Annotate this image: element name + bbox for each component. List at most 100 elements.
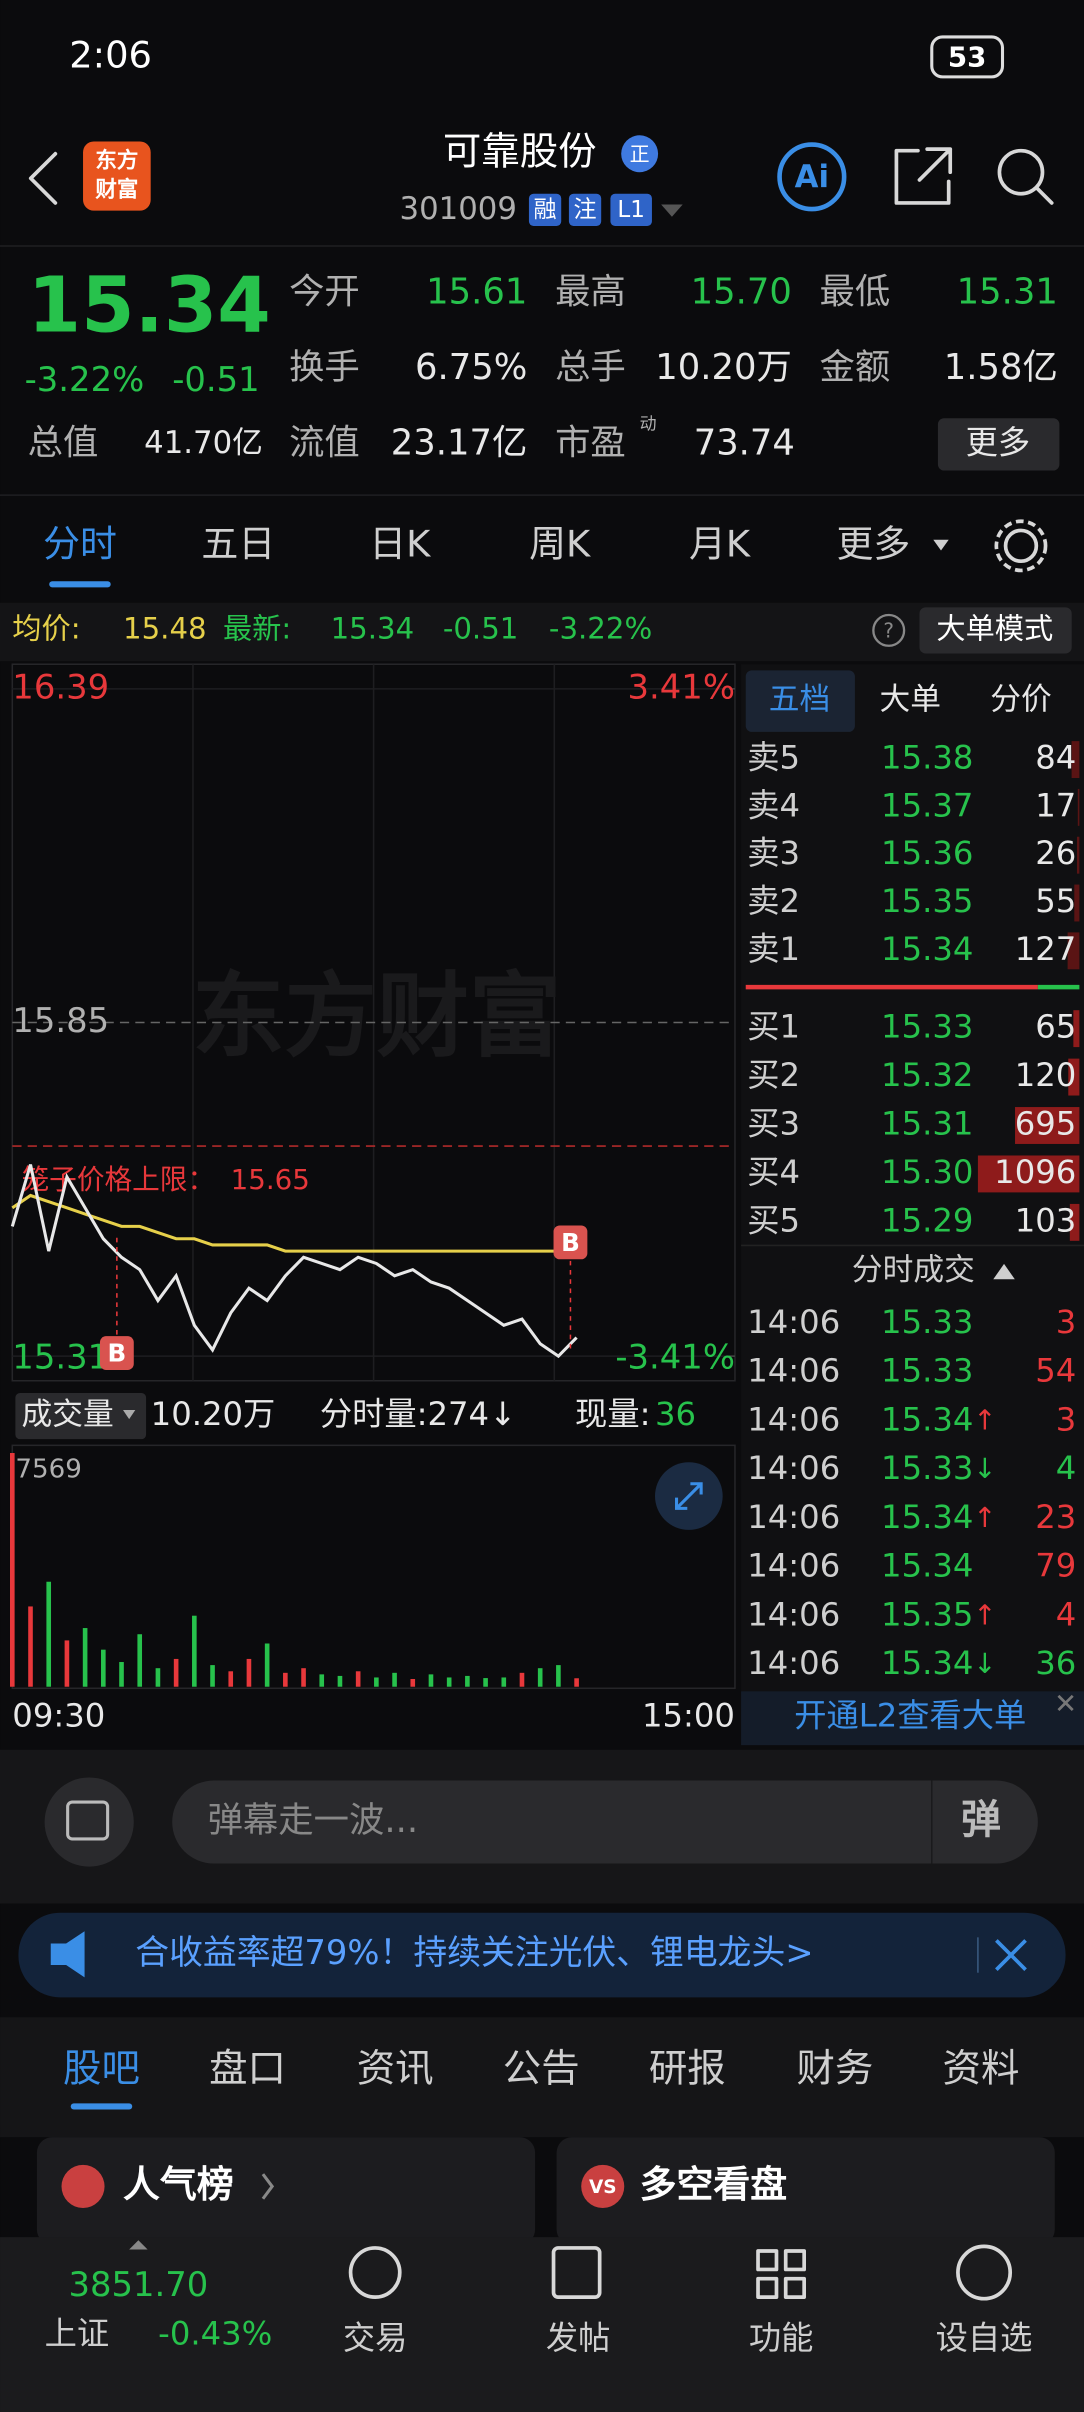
field-value: 15.31 [957,272,1058,313]
field-value: 1.58亿 [944,347,1058,388]
expand-icon [675,1482,703,1510]
volume-bar [519,1672,525,1687]
volume-total: 10.20万 [151,1395,276,1433]
order-price: 15.34 [881,930,973,968]
trade-volume: 3 [1056,1303,1077,1341]
trade-time: 14:06 [747,1547,840,1585]
field-value: 10.20万 [655,347,792,388]
more-button[interactable] [937,418,1060,471]
dropdown [933,539,949,551]
trades-title: 分时成交 [852,1252,975,1288]
battery-level: 53 [948,40,987,73]
chart-tab[interactable]: 周K [529,522,591,565]
depth-bar [1071,741,1080,779]
tag: 注 [574,197,597,223]
order-tab[interactable]: 大单 [879,682,941,718]
share-button[interactable] [894,147,953,205]
field-value: 15.61 [426,272,527,313]
card[interactable] [556,2137,1055,2245]
post-icon[interactable] [551,2246,602,2299]
chart-tab[interactable]: 更多 [836,522,910,565]
order-price: 15.29 [881,1201,973,1239]
field-value: 6.75% [415,347,527,388]
watermark: 东方财富 [192,962,561,1070]
chart-tab[interactable]: 月K [689,522,751,565]
stock-name: 可靠股份 [443,129,597,174]
comment-glyph [66,1800,110,1841]
field-sup: 动 [640,413,657,433]
section-tab[interactable]: 财务 [796,2047,873,2092]
trade-volume: 4 [1056,1595,1077,1633]
field-label: 换手 [289,347,360,388]
order-label: 卖5 [747,739,800,777]
ai-icon: Ai [795,159,829,195]
field-label: 流值 [289,422,360,463]
order-label: 买1 [747,1008,800,1046]
order-label: 买2 [747,1056,800,1094]
sort-arrow [993,1263,1015,1280]
order-price: 15.35 [881,882,973,920]
depth-bar [1068,1058,1080,1096]
megaphone-icon [50,1931,85,1978]
close-icon[interactable]: ✕ [1054,1687,1077,1720]
stock-code: 301009 [400,191,517,227]
chart-tab[interactable]: 五日 [201,522,275,565]
back-button[interactable] [28,151,58,205]
volume-bar [46,1581,52,1687]
watch-icon[interactable] [956,2244,1013,2301]
func-icon[interactable] [756,2249,779,2272]
comment-placeholder: 弹幕走一波... [208,1800,419,1841]
volume-bar [101,1649,106,1687]
banner-close[interactable] [995,1939,1027,1971]
help-icon[interactable] [872,613,906,647]
trade-volume: 23 [1035,1498,1076,1536]
volume-bar [319,1674,325,1687]
chart-tab[interactable]: 分时 [43,522,117,565]
comment-icon[interactable] [44,1777,134,1867]
trade-arrow: ↑ [973,1501,996,1534]
volume-selector[interactable] [15,1393,147,1440]
comment-input[interactable] [172,1780,1038,1864]
order-price: 15.30 [881,1153,973,1191]
y-tick-label: 16.39 [12,667,109,706]
depth-bar [1073,1010,1080,1048]
section-tab[interactable]: 研报 [649,2047,726,2092]
trade-icon[interactable] [348,2246,402,2299]
depth-bar [1076,836,1080,874]
volume-bar [556,1665,561,1687]
settings-gear [994,519,1048,573]
func-icon [783,2276,807,2299]
volume-bar [428,1674,434,1687]
avg-value: 15.48 [123,611,207,645]
section-tab[interactable]: 资讯 [357,2047,434,2092]
marker-label: B [561,1228,580,1257]
tab-underline [49,581,111,588]
banner[interactable] [18,1912,1066,1998]
l2-bar[interactable] [741,1691,1084,1746]
ai-button[interactable] [777,142,847,212]
field-label: 最高 [555,272,626,313]
volume-bar [264,1643,270,1687]
order-label: 买5 [747,1201,800,1239]
chart-tab[interactable]: 日K [369,522,431,565]
section-tab[interactable]: 股吧 [63,2047,140,2092]
mode-button[interactable] [919,607,1072,654]
section-tab[interactable]: 公告 [503,2047,580,2092]
volume-bar [155,1668,161,1687]
badge: 正 [630,142,650,166]
order-tab[interactable]: 分价 [990,682,1052,718]
dropdown[interactable] [661,204,683,217]
logo[interactable] [83,141,151,211]
section-tab[interactable]: 盘口 [209,2047,286,2092]
trade-volume: 79 [1035,1547,1076,1585]
settings-button[interactable] [1003,528,1039,564]
section-tab[interactable]: 资料 [943,2047,1020,2092]
card[interactable] [36,2137,536,2245]
trade-price: 15.33 [881,1352,973,1390]
order-tab[interactable]: 五档 [769,682,831,718]
change: -0.51 [172,360,260,399]
order-price: 15.32 [881,1056,973,1094]
search-button[interactable] [997,148,1045,196]
trade-price: 15.34 [881,1498,973,1536]
